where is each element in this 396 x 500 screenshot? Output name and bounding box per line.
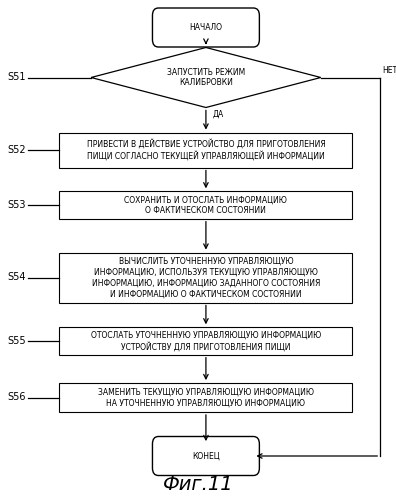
- Bar: [59, 252, 352, 302]
- Text: ЗАМЕНИТЬ ТЕКУЩУЮ УПРАВЛЯЮЩУЮ ИНФОРМАЦИЮ
НА УТОЧНЕННУЮ УПРАВЛЯЮЩУЮ ИНФОРМАЦИЮ: ЗАМЕНИТЬ ТЕКУЩУЮ УПРАВЛЯЮЩУЮ ИНФОРМАЦИЮ …: [98, 388, 314, 407]
- Text: НАЧАЛО: НАЧАЛО: [189, 23, 223, 32]
- Text: КОНЕЦ: КОНЕЦ: [192, 452, 220, 460]
- Text: ЗАПУСТИТЬ РЕЖИМ
КАЛИБРОВКИ: ЗАПУСТИТЬ РЕЖИМ КАЛИБРОВКИ: [167, 68, 245, 87]
- Text: Фиг.11: Фиг.11: [163, 475, 233, 494]
- Text: НЕТ: НЕТ: [382, 66, 396, 75]
- Text: S53: S53: [7, 200, 26, 210]
- Text: ВЫЧИСЛИТЬ УТОЧНЕННУЮ УПРАВЛЯЮЩУЮ
ИНФОРМАЦИЮ, ИСПОЛЬЗУЯ ТЕКУЩУЮ УПРАВЛЯЮЩУЮ
ИНФОР: ВЫЧИСЛИТЬ УТОЧНЕННУЮ УПРАВЛЯЮЩУЮ ИНФОРМА…: [92, 257, 320, 298]
- Bar: [59, 191, 352, 219]
- Text: ПРИВЕСТИ В ДЕЙСТВИЕ УСТРОЙСТВО ДЛЯ ПРИГОТОВЛЕНИЯ
ПИЩИ СОГЛАСНО ТЕКУЩЕЙ УПРАВЛЯЮЩ: ПРИВЕСТИ В ДЕЙСТВИЕ УСТРОЙСТВО ДЛЯ ПРИГО…: [87, 139, 325, 161]
- Bar: [59, 132, 352, 168]
- Bar: [59, 383, 352, 412]
- Text: S51: S51: [7, 72, 26, 83]
- Text: ОТОСЛАТЬ УТОЧНЕННУЮ УПРАВЛЯЮЩУЮ ИНФОРМАЦИЮ
УСТРОЙСТВУ ДЛЯ ПРИГОТОВЛЕНИЯ ПИЩИ: ОТОСЛАТЬ УТОЧНЕННУЮ УПРАВЛЯЮЩУЮ ИНФОРМАЦ…: [91, 330, 321, 351]
- Text: СОХРАНИТЬ И ОТОСЛАТЬ ИНФОРМАЦИЮ
О ФАКТИЧЕСКОМ СОСТОЯНИИ: СОХРАНИТЬ И ОТОСЛАТЬ ИНФОРМАЦИЮ О ФАКТИЧ…: [124, 195, 287, 215]
- Text: S56: S56: [7, 392, 26, 402]
- Text: ДА: ДА: [212, 110, 223, 119]
- Text: S54: S54: [7, 272, 26, 282]
- Bar: [59, 327, 352, 355]
- Text: S52: S52: [7, 145, 26, 155]
- Text: S55: S55: [7, 336, 26, 346]
